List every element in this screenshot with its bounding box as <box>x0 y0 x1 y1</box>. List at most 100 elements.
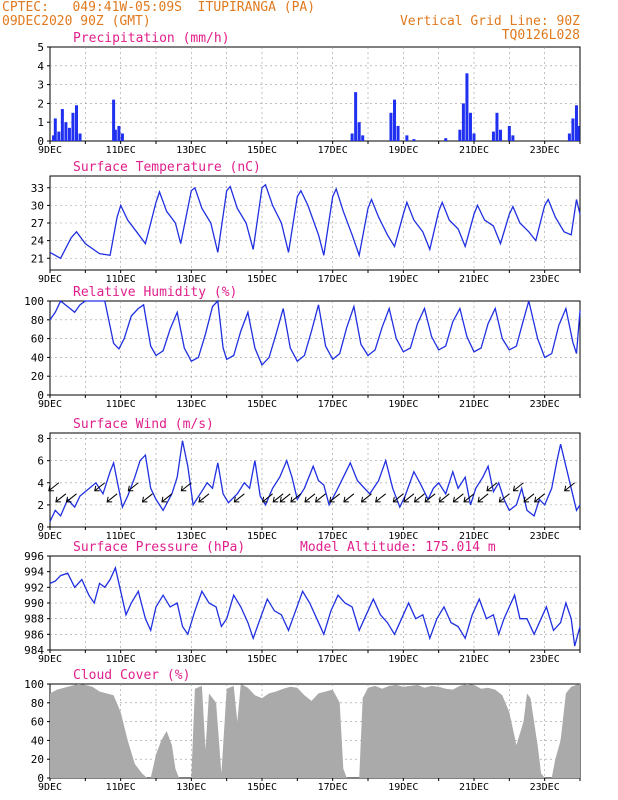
wind-arrow <box>272 493 284 503</box>
wind-arrow-head <box>512 485 519 492</box>
wind-arrow <box>142 493 153 503</box>
wind-arrow <box>453 493 464 503</box>
wind-arrow <box>463 493 475 503</box>
precip-bar <box>112 99 116 141</box>
x-tick-label: 19DEC <box>388 654 418 665</box>
wind-arrow-head <box>477 496 484 503</box>
wind-arrow <box>48 482 60 492</box>
x-tick-label: 13DEC <box>176 399 206 410</box>
x-tick-label: 9DEC <box>38 399 62 410</box>
x-tick-label: 19DEC <box>388 782 418 793</box>
wind-arrow <box>329 493 341 503</box>
precip-bar <box>350 133 354 141</box>
wind-arrow-head <box>534 496 540 503</box>
wind-arrow <box>55 493 67 503</box>
wind-arrow-head <box>94 485 100 492</box>
wind-arrow <box>486 482 498 492</box>
x-tick-label: 21DEC <box>459 782 489 793</box>
x-tick-label: 17DEC <box>318 399 348 410</box>
wind-arrow <box>499 493 510 503</box>
wind-arrow-head <box>564 485 570 492</box>
wind-arrow-head <box>161 496 167 503</box>
x-tick-label: 17DEC <box>318 531 348 542</box>
wind-arrow-head <box>48 485 54 492</box>
precip-bar <box>576 125 580 141</box>
precip-bar <box>412 139 416 141</box>
precip-bar <box>393 99 396 141</box>
y-tick-label: 100 <box>24 295 44 308</box>
precip-bar <box>465 73 469 141</box>
cloud-cover-area <box>50 684 580 778</box>
precip-bar <box>444 138 448 141</box>
wind-arrow <box>128 482 139 492</box>
panel-frame <box>49 300 581 396</box>
x-tick-label: 9DEC <box>38 145 62 156</box>
wind-arrow-head <box>438 496 445 503</box>
wind-arrow-head <box>233 496 240 503</box>
wind-arrow <box>564 482 576 492</box>
panel-frame <box>49 46 581 142</box>
header-model-id: TQ0126L028 <box>501 28 580 43</box>
wind-arrow-head <box>55 496 61 503</box>
wind-arrow-head <box>360 496 367 503</box>
precip-bar <box>57 131 61 141</box>
x-tick-label: 17DEC <box>318 654 348 665</box>
precip-bar <box>78 133 82 141</box>
wind-arrow-head <box>304 496 310 503</box>
x-tick-label: 11DEC <box>106 274 136 285</box>
y-tick-label: 996 <box>24 550 44 563</box>
wind-arrow-head <box>261 496 268 503</box>
x-tick-label: 23DEC <box>530 274 560 285</box>
panel-title: Surface Temperature (nC) <box>73 160 261 175</box>
wind-arrow <box>234 493 245 503</box>
wind-arrow <box>262 493 273 503</box>
precip-bar <box>64 122 68 141</box>
x-tick-label: 23DEC <box>530 399 560 410</box>
wind-arrow <box>414 493 425 503</box>
wind-arrow-head <box>392 496 399 503</box>
precip-bar <box>495 112 499 141</box>
wind-arrow <box>290 493 302 503</box>
wind-arrow <box>424 493 436 503</box>
y-tick-label: 2 <box>37 499 44 512</box>
precip-bar <box>52 135 56 141</box>
precip-bar <box>389 112 393 141</box>
x-tick-label: 23DEC <box>530 782 560 793</box>
y-tick-label: 8 <box>37 433 44 446</box>
series-line <box>49 183 581 260</box>
precip-bar <box>507 125 511 141</box>
y-tick-label: 0 <box>37 521 44 534</box>
wind-arrow-head <box>375 496 381 503</box>
wind-arrow <box>393 493 404 503</box>
wind-arrow-head <box>180 485 187 492</box>
precip-bar <box>468 112 472 141</box>
x-tick-label: 11DEC <box>106 782 136 793</box>
precip-bar <box>361 135 365 141</box>
x-tick-label: 11DEC <box>106 399 136 410</box>
y-tick-label: 0 <box>37 389 44 402</box>
y-tick-label: 60 <box>31 333 44 346</box>
wind-arrow-head <box>413 496 420 503</box>
precip-bar <box>396 125 400 141</box>
x-tick-label: 23DEC <box>530 145 560 156</box>
precip-bar <box>75 105 78 141</box>
header-station: CPTEC: 049:41W-05:09S ITUPIRANGA (PA) <box>2 0 316 15</box>
x-tick-label: 15DEC <box>247 531 277 542</box>
wind-arrow <box>534 493 545 503</box>
x-tick-label: 9DEC <box>38 654 62 665</box>
panel-frame <box>49 432 581 528</box>
y-tick-label: 60 <box>31 716 44 729</box>
x-tick-label: 15DEC <box>247 782 277 793</box>
y-tick-label: 992 <box>24 581 44 594</box>
x-tick-label: 17DEC <box>318 274 348 285</box>
wind-arrow-head <box>141 496 148 503</box>
precip-bar <box>67 127 71 141</box>
y-tick-label: 990 <box>24 597 44 610</box>
panel-title: Precipitation (mm/h) <box>73 31 230 46</box>
precip-bar <box>53 118 57 141</box>
panel-annotation: Model Altitude: 175.014 m <box>300 540 496 555</box>
y-tick-label: 5 <box>37 41 44 54</box>
precip-bar <box>499 129 502 141</box>
wind-arrow <box>477 493 489 503</box>
y-tick-label: 0 <box>37 772 44 785</box>
